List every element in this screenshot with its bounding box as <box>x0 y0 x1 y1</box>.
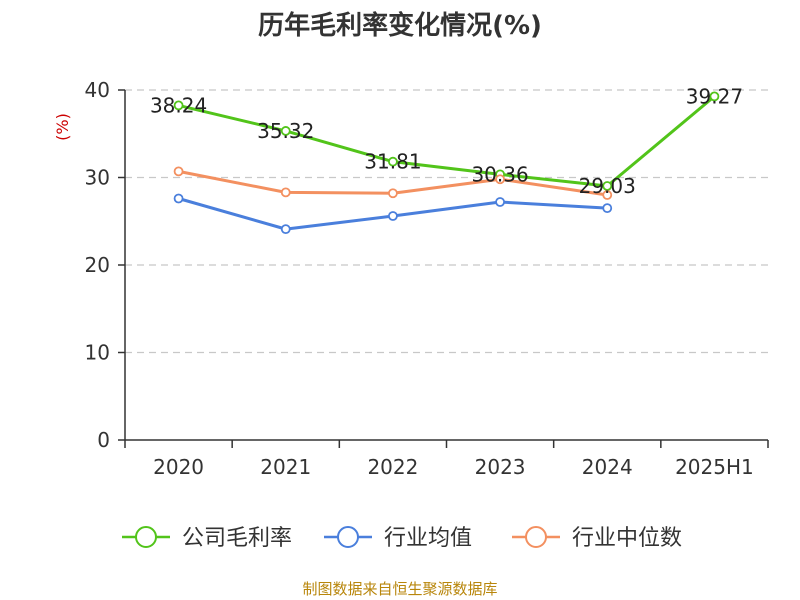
y-tick-label-40: 40 <box>85 78 110 102</box>
x-tick-label-2020: 2020 <box>153 455 204 479</box>
data-label-4: 29.03 <box>579 174 636 198</box>
series-2-point-4 <box>602 190 613 200</box>
source-note: 制图数据来自恒生聚源数据库 <box>302 580 497 598</box>
legend-label-0: 公司毛利率 <box>182 526 292 551</box>
legend-label-1: 行业均值 <box>384 526 472 551</box>
series-1-point-4 <box>602 203 613 214</box>
legend-label-2: 行业中位数 <box>572 526 682 551</box>
series-0-point-4 <box>602 181 613 191</box>
data-label-3: 30.36 <box>471 162 528 186</box>
data-labels: 38.24 35.32 31.81 30.36 29.03 39.27 <box>150 84 743 198</box>
series-2-point-0 <box>173 166 184 177</box>
data-label-1: 35.32 <box>257 119 314 143</box>
legend-marker-2 <box>525 526 547 548</box>
y-tick-label-0: 0 <box>97 428 110 452</box>
x-tick-label-2024: 2024 <box>582 455 633 479</box>
series-1-point-1 <box>280 224 291 235</box>
series-1-point-2 <box>388 211 398 221</box>
series-0-point-0 <box>173 100 184 111</box>
x-tick-label-2022: 2022 <box>367 455 418 479</box>
legend-marker-1 <box>337 526 359 548</box>
x-tick-label-2025H1: 2025H1 <box>675 455 754 479</box>
y-tick-label-10: 10 <box>85 341 110 365</box>
x-tick-label-2021: 2021 <box>260 455 311 479</box>
data-label-2: 31.81 <box>364 150 421 174</box>
y-tick-label-30: 30 <box>85 166 110 190</box>
y-tick-label-20: 20 <box>85 253 110 277</box>
series-1-point-3 <box>495 197 505 207</box>
y-axis-label: (%) <box>53 113 72 141</box>
axes: 0 10 20 30 40 2020 2021 2022 2023 2024 2025H1 <box>85 78 769 479</box>
chart-title: 历年毛利率变化情况(%) <box>258 10 542 41</box>
series-2-point-2 <box>388 188 398 199</box>
series-group <box>173 91 720 235</box>
series-0-point-1 <box>280 126 291 136</box>
series-1-point-0 <box>173 193 184 204</box>
legend: 公司毛利率 行业均值 行业中位数 <box>122 526 682 551</box>
data-label-0: 38.24 <box>150 93 207 117</box>
x-tick-label-2023: 2023 <box>475 455 526 479</box>
grid-lines <box>125 89 768 354</box>
series-2-point-3 <box>495 174 505 185</box>
series-0-point-5 <box>709 91 720 102</box>
data-label-5: 39.27 <box>686 84 743 108</box>
series-line-0 <box>178 95 716 188</box>
series-2-point-1 <box>280 187 291 198</box>
series-0-point-2 <box>388 156 398 167</box>
legend-marker-0 <box>135 526 157 548</box>
